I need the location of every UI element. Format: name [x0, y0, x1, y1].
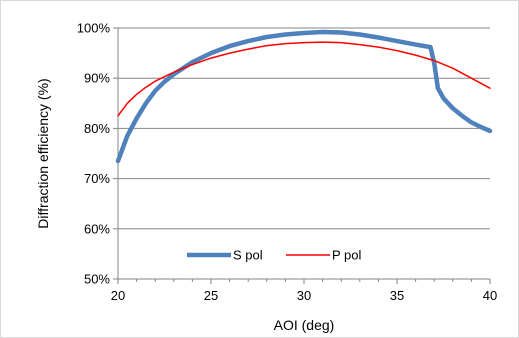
x-tick-label: 35 [390, 288, 404, 303]
legend-label-p-pol: P pol [332, 248, 362, 263]
gridlines [118, 27, 490, 230]
x-tick-label: 20 [111, 288, 125, 303]
tick-labels: 50% 60% 70% 80% 90% 100% 20 25 30 35 40 [77, 21, 497, 304]
y-tick-label: 80% [84, 121, 110, 136]
y-tick-label: 50% [84, 272, 110, 287]
x-tick-label: 30 [297, 288, 311, 303]
y-tick-label: 60% [84, 221, 110, 236]
y-tick-label: 70% [84, 171, 110, 186]
legend: S pol P pol [187, 248, 362, 263]
s-pol-series-line [115, 29, 493, 164]
x-tick-label: 40 [483, 288, 497, 303]
x-axis-title: AOI (deg) [274, 317, 335, 333]
y-tick-label: 90% [84, 71, 110, 86]
axes [113, 27, 491, 284]
p-pol-series-line [117, 41, 491, 117]
y-tick-label: 100% [77, 21, 111, 36]
legend-label-s-pol: S pol [233, 248, 263, 263]
series-lines [115, 29, 493, 164]
y-axis-title: Diffraction efficiency (%) [35, 78, 51, 228]
x-tick-label: 25 [204, 288, 218, 303]
